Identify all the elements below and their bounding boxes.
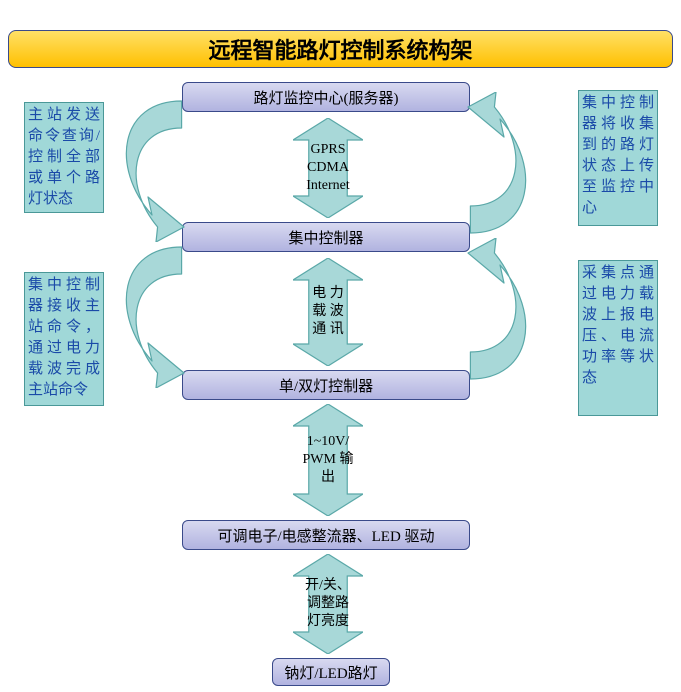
curve-tl: [108, 92, 188, 242]
node-concentrator-label: 集中控制器: [288, 227, 363, 248]
curve-bl: [108, 238, 188, 388]
arrow-1: GPRS CDMA Internet: [293, 118, 363, 218]
curve-tr: [464, 92, 544, 242]
node-driver: 可调电子/电感整流器、LED 驱动: [182, 520, 470, 550]
curve-br: [464, 238, 544, 388]
arrow-2: 电 力 载 波 通 讯: [293, 258, 363, 366]
diagram-title: 远程智能路灯控制系统构架: [8, 30, 673, 68]
node-server: 路灯监控中心(服务器): [182, 82, 470, 112]
note-tr: 集中控制器将收集到的路灯状态上传至监控中心: [578, 90, 658, 226]
note-tr-text: 集中控制器将收集到的路灯状态上传至监控中心: [582, 95, 654, 216]
node-lamp-label: 钠灯/LED路灯: [284, 662, 377, 683]
node-lamp: 钠灯/LED路灯: [272, 658, 390, 686]
node-lampctrl-label: 单/双灯控制器: [279, 375, 373, 396]
arrow-4: 开/关、 调整路 灯亮度: [293, 554, 363, 654]
note-bl: 集中控制器接收主站命令，通过电力载波完成主站命令: [24, 272, 104, 406]
node-driver-label: 可调电子/电感整流器、LED 驱动: [217, 525, 434, 546]
note-br: 采集点通过电力载波上报电压、电流功率等状态: [578, 260, 658, 416]
node-concentrator: 集中控制器: [182, 222, 470, 252]
diagram-title-text: 远程智能路灯控制系统构架: [208, 33, 472, 65]
node-lampctrl: 单/双灯控制器: [182, 370, 470, 400]
arrow-3: 1~10V/ PWM 输 出: [293, 404, 363, 516]
node-server-label: 路灯监控中心(服务器): [254, 87, 399, 108]
note-tl-text: 主站发送命令查询/ 控制全部或单个路灯状态: [28, 107, 100, 207]
note-bl-text: 集中控制器接收主站命令，通过电力载波完成主站命令: [28, 277, 100, 398]
note-br-text: 采集点通过电力载波上报电压、电流功率等状态: [582, 265, 654, 386]
note-tl: 主站发送命令查询/ 控制全部或单个路灯状态: [24, 102, 104, 213]
